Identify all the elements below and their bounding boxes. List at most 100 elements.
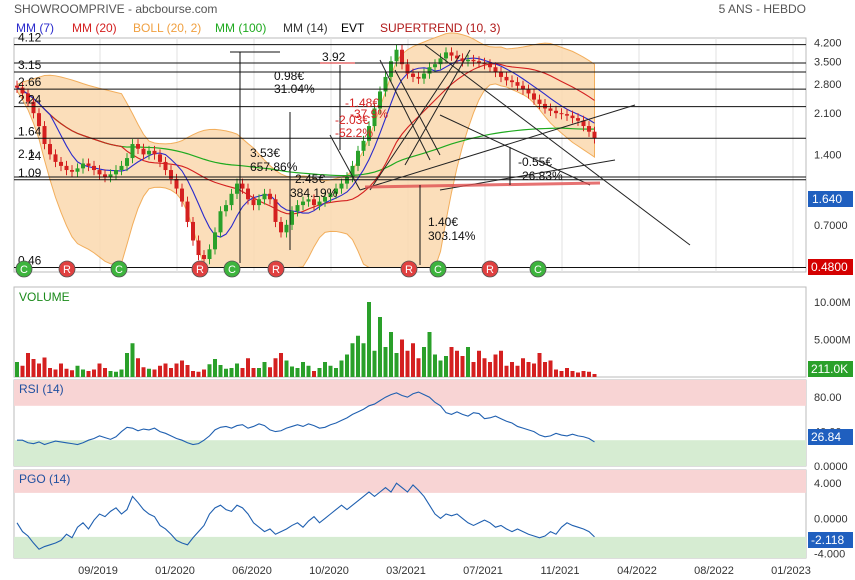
volume-bar [334, 368, 338, 377]
candle [339, 183, 344, 189]
candle [169, 170, 173, 179]
volume-bar [389, 332, 393, 377]
candle [147, 150, 151, 155]
support-price-tag [808, 259, 853, 275]
rsi-panel-oversold-zone [14, 440, 806, 466]
signal-label: C [228, 264, 236, 276]
candle [70, 170, 74, 172]
price-tick-label: 1.400 [814, 149, 842, 161]
indicator-legend: MM (7) MM (20) BOLL (20, 2) MM (100) MM (14)… [16, 21, 500, 35]
volume-bar [471, 362, 476, 377]
volume-bar [81, 369, 85, 377]
candle [37, 113, 41, 127]
signal-label: R [63, 264, 71, 276]
candle [361, 140, 366, 151]
volume-bar [26, 353, 30, 377]
volume-bar [361, 343, 366, 377]
volume-bar [444, 356, 448, 377]
x-tick-label: 10/2020 [309, 565, 349, 577]
rsi-panel-title: RSI (14) [19, 382, 64, 396]
candle [158, 154, 162, 162]
x-tick-label: 01/2023 [771, 565, 811, 577]
trend-line [439, 114, 591, 186]
price-annotation: -37.9% [350, 107, 388, 121]
volume-bar [257, 368, 261, 377]
volume-bar [141, 367, 146, 377]
candle [130, 144, 135, 159]
candle [317, 201, 322, 206]
volume-bar [532, 363, 536, 377]
volume-bar [92, 369, 96, 377]
volume-bar [64, 368, 69, 377]
candle [92, 165, 96, 171]
signal-marker [58, 260, 76, 278]
volume-bar [224, 368, 228, 377]
pgo-last-value: -2.118 [811, 533, 844, 547]
volume-bar [15, 362, 19, 377]
candle [592, 131, 597, 139]
timeframe-label[interactable]: 5 ANS - HEBDO [719, 2, 806, 16]
candle [114, 170, 118, 175]
volume-bar [97, 363, 102, 377]
candle [31, 101, 36, 114]
candle [152, 150, 157, 155]
candle [251, 199, 256, 206]
volume-bar [345, 354, 349, 377]
candle [356, 150, 360, 166]
volume-bar [372, 350, 377, 377]
volume-bar [59, 363, 63, 377]
volume-bar [455, 350, 459, 377]
pgo-panel: PGO (14) 4.000 0.0000 -4.000 -2.118 [13, 469, 853, 561]
candle [587, 126, 591, 132]
candle [290, 211, 294, 225]
candle [246, 188, 250, 200]
volume-bar [537, 353, 542, 377]
rsi-panel-tick-label: 0.0000 [814, 461, 848, 473]
volume-bar [240, 368, 245, 377]
candle [213, 232, 217, 250]
x-tick-label: 01/2020 [155, 565, 195, 577]
candle [570, 115, 575, 119]
price-annotation: 657.86% [250, 160, 298, 174]
volume-bar [499, 350, 503, 377]
candle [515, 82, 520, 86]
volume-bar [323, 362, 327, 377]
level-label: 1.64 [18, 124, 42, 138]
candle [306, 199, 311, 202]
price-annotation: 303.14% [428, 229, 476, 243]
price-annotation: -2.03€ [335, 113, 369, 127]
volume-bar [356, 335, 360, 377]
volume-bar [125, 353, 129, 377]
x-tick-label: 06/2020 [232, 565, 272, 577]
candle [64, 165, 69, 171]
rsi-panel-overbought-zone [14, 380, 806, 406]
legend-item: SUPERTREND (10, 3) [380, 21, 500, 35]
signal-label: R [486, 264, 494, 276]
trend-line [359, 104, 636, 191]
rsi-panel-line [17, 391, 595, 446]
signal-label: C [115, 264, 123, 276]
candle [416, 76, 421, 79]
x-tick-label: 07/2021 [463, 565, 503, 577]
candle [504, 76, 509, 81]
candle [405, 64, 410, 74]
volume-bar [196, 371, 201, 377]
candle [449, 52, 454, 56]
volume-bar [576, 372, 580, 377]
volume-bar [488, 362, 492, 377]
rsi-last-tag [808, 429, 853, 445]
signal-label: R [272, 264, 280, 276]
price-tick-label: 3.500 [814, 56, 842, 68]
volume-bar [185, 365, 190, 377]
support-band [364, 181, 601, 189]
volume-bar [213, 359, 217, 377]
volume-bar [75, 365, 80, 377]
volume-bar [482, 358, 487, 377]
volume-bar [466, 347, 470, 377]
candle [174, 178, 179, 189]
trend-line [329, 134, 361, 191]
candle [48, 144, 52, 155]
volume-bar [152, 369, 157, 377]
candle [499, 71, 503, 77]
